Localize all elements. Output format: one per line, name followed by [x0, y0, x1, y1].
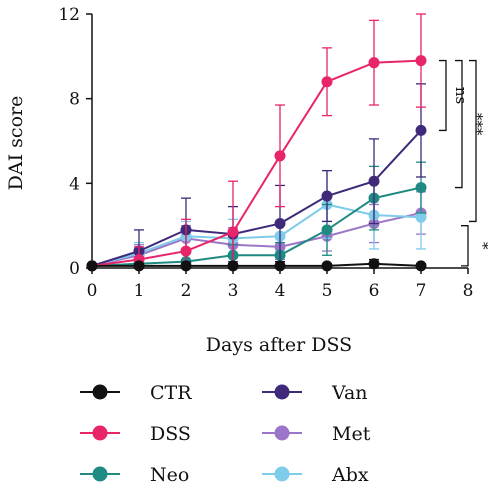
- significance-bracket: ***: [455, 59, 486, 189]
- data-point: [415, 211, 427, 223]
- data-point: [321, 190, 333, 202]
- y-tick-label: 12: [58, 5, 80, 25]
- legend-label: Met: [332, 423, 371, 445]
- x-tick-label: 7: [416, 281, 427, 301]
- legend-item-van: Van: [262, 382, 368, 404]
- legend-item-abx: Abx: [262, 464, 369, 486]
- series-dss: [86, 13, 427, 272]
- legend-marker: [92, 384, 108, 400]
- legend-marker: [92, 466, 108, 482]
- data-point: [274, 218, 286, 230]
- series-layer: [86, 13, 427, 272]
- legend-marker: [274, 425, 290, 441]
- y-ticks: 0 4 8 12: [58, 5, 92, 279]
- legend-label: Abx: [331, 464, 369, 486]
- legend-item-ctr: CTR: [80, 382, 192, 404]
- data-point: [180, 245, 192, 257]
- data-point: [368, 258, 380, 270]
- data-point: [415, 124, 427, 136]
- data-point: [321, 260, 333, 272]
- data-point: [227, 260, 239, 272]
- data-point: [86, 260, 98, 272]
- y-tick-label: 0: [69, 259, 80, 279]
- y-tick-label: 4: [69, 174, 80, 194]
- legend-item-neo: Neo: [80, 464, 189, 486]
- data-point: [415, 55, 427, 67]
- legend-marker: [274, 384, 290, 400]
- significance-bracket: *: [461, 225, 488, 267]
- significance-label: *: [474, 242, 488, 250]
- significance-bracket: ***: [469, 59, 488, 223]
- significance-label: ***: [468, 113, 486, 136]
- data-point: [321, 224, 333, 236]
- significance-label: ***: [482, 130, 488, 153]
- data-point: [133, 260, 145, 272]
- legend-marker: [274, 466, 290, 482]
- significance-label: ns: [452, 87, 470, 104]
- series-ctr: [86, 258, 427, 272]
- y-tick-label: 8: [69, 90, 80, 110]
- series-line: [91, 129, 422, 267]
- x-tick-label: 8: [463, 281, 474, 301]
- y-axis-title: DAI score: [5, 96, 27, 191]
- legend-label: Neo: [150, 464, 189, 486]
- x-tick-label: 6: [369, 281, 380, 301]
- data-point: [180, 260, 192, 272]
- data-point: [321, 76, 333, 88]
- legend-label: CTR: [150, 382, 192, 404]
- x-tick-label: 5: [322, 281, 333, 301]
- data-point: [368, 57, 380, 69]
- series-line: [92, 262, 422, 267]
- x-tick-label: 1: [134, 281, 145, 301]
- data-point: [368, 175, 380, 187]
- data-point: [415, 182, 427, 194]
- significance-brackets: ns*******: [439, 59, 488, 267]
- data-point: [227, 226, 239, 238]
- data-point: [274, 260, 286, 272]
- series-line: [91, 203, 422, 267]
- legend-label: DSS: [150, 423, 191, 445]
- legend-label: Van: [331, 382, 368, 404]
- data-point: [415, 260, 427, 272]
- series-line: [91, 59, 422, 267]
- x-ticks: 0 1 2 3 4 5 6 7 8: [87, 268, 474, 301]
- series-line: [91, 211, 422, 267]
- legend-item-met: Met: [262, 423, 371, 445]
- x-tick-label: 0: [87, 281, 98, 301]
- x-tick-label: 3: [228, 281, 239, 301]
- x-tick-label: 4: [275, 281, 286, 301]
- series-van: [86, 83, 427, 272]
- legend: CTR DSS Neo Van Met Abx: [80, 382, 371, 486]
- series-line: [91, 186, 422, 267]
- legend-marker: [92, 425, 108, 441]
- x-axis-title: Days after DSS: [206, 334, 352, 356]
- legend-item-dss: DSS: [80, 423, 191, 445]
- x-tick-label: 2: [181, 281, 192, 301]
- data-point: [274, 150, 286, 162]
- significance-bracket: ns: [439, 59, 470, 132]
